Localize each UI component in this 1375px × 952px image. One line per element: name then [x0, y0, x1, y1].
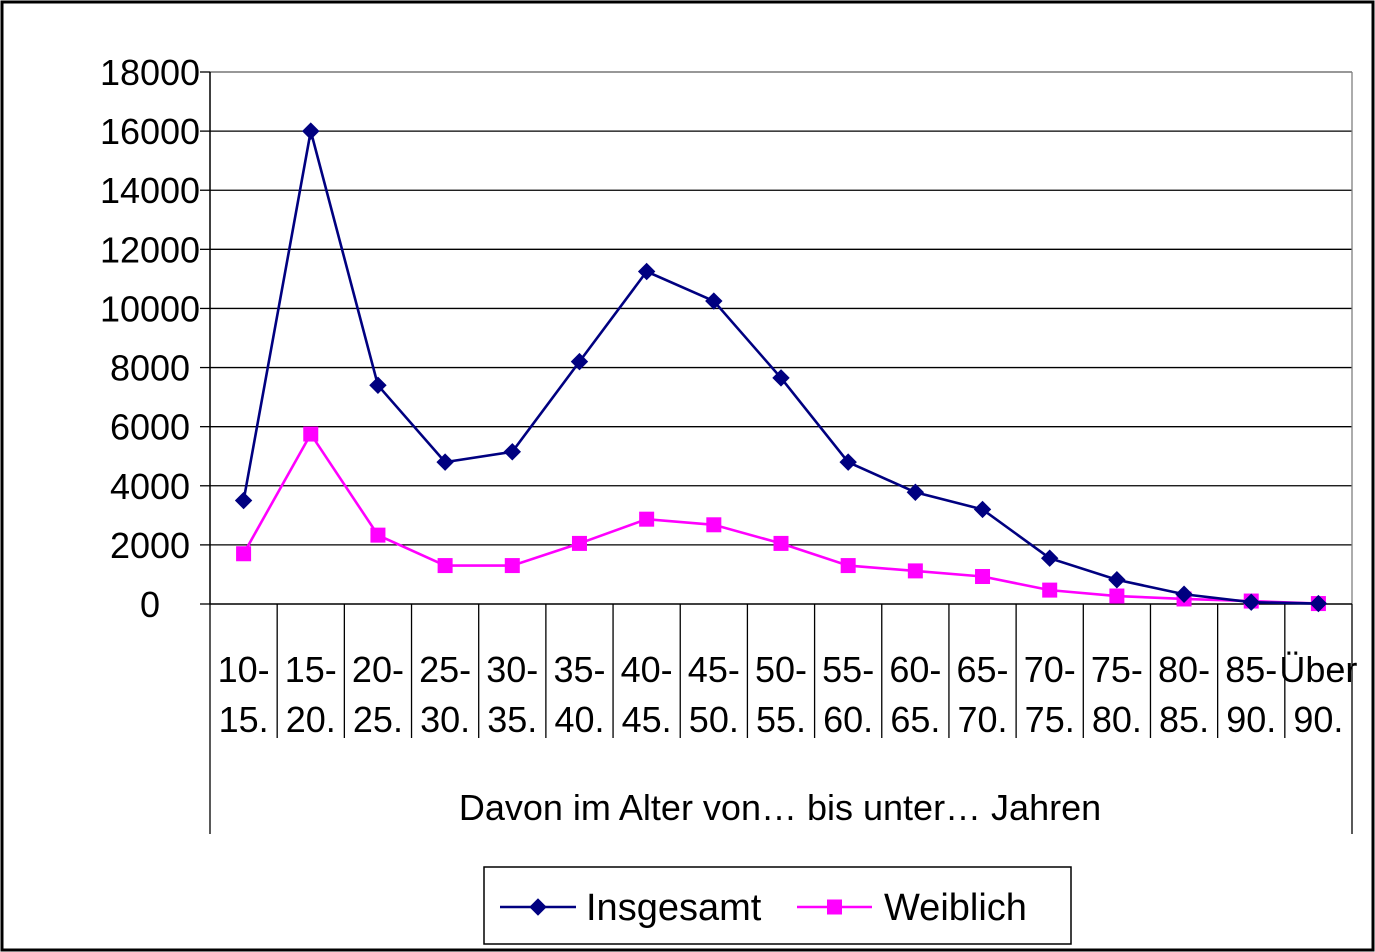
series-weiblich: [236, 426, 1326, 612]
series-layer: [234, 122, 1328, 613]
x-axis-title: Davon im Alter von… bis unter… Jahren: [459, 787, 1101, 828]
data-point: [907, 563, 923, 579]
data-point: [773, 535, 789, 551]
legend-box: [483, 866, 1072, 945]
data-point: [1042, 582, 1058, 598]
y-tick-label: 14000: [100, 170, 200, 211]
x-category-label: Über: [1279, 649, 1357, 690]
x-category-label: 75.: [1025, 699, 1075, 740]
x-category-label: 30.: [420, 699, 470, 740]
x-category-label: 65-: [957, 649, 1009, 690]
data-point: [303, 426, 319, 442]
x-category-label: 85.: [1159, 699, 1209, 740]
y-tick-label: 10000: [100, 288, 200, 329]
x-category-label: 55.: [756, 699, 806, 740]
x-category-label: 35-: [553, 649, 605, 690]
legend-swatch-marker: [529, 898, 547, 916]
data-point: [503, 443, 522, 461]
x-category-label: 50.: [689, 699, 739, 740]
y-tick-label: 6000: [110, 407, 190, 448]
x-category-label: 25-: [419, 649, 471, 690]
data-point: [706, 517, 722, 533]
data-point: [1108, 571, 1126, 589]
x-category-label: 45-: [688, 649, 740, 690]
data-point: [639, 511, 655, 527]
data-point: [1309, 594, 1328, 613]
legend-label: Insgesamt: [586, 887, 762, 929]
data-point: [705, 292, 723, 310]
data-point: [302, 122, 320, 140]
x-category-label: 90.: [1293, 699, 1343, 740]
x-category-label: 80-: [1158, 649, 1210, 690]
data-point: [234, 491, 253, 510]
data-point: [436, 453, 454, 471]
legend-swatch-marker: [827, 899, 842, 915]
x-category-label: 40-: [621, 649, 673, 690]
y-tick-label: 16000: [100, 111, 200, 152]
data-point: [236, 546, 252, 562]
y-axis-ticks: 0 2000 4000 6000 8000 10000 12000 14000 16000 180…: [100, 52, 210, 625]
x-category-label: 30-: [486, 649, 538, 690]
x-category-label: 10-: [218, 649, 270, 690]
data-point: [504, 558, 520, 574]
x-category-label: 85-: [1225, 649, 1277, 690]
x-category-label: 15-: [285, 649, 337, 690]
x-category-label: 60.: [823, 699, 873, 740]
legend: Insgesamt Weiblich: [483, 866, 1072, 945]
data-point: [369, 376, 387, 394]
y-tick-label: 12000: [100, 229, 200, 270]
x-category-label: 90.: [1226, 699, 1276, 740]
y-tick-label: 4000: [110, 466, 190, 507]
data-point: [571, 535, 587, 551]
x-category-label: 80.: [1092, 699, 1142, 740]
y-tick-label: 0: [140, 584, 160, 625]
x-category-label: 20.: [286, 699, 336, 740]
x-category-label: 55-: [822, 649, 874, 690]
x-category-label: 60-: [889, 649, 941, 690]
x-category-label: 65.: [890, 699, 940, 740]
x-category-label: 40.: [554, 699, 604, 740]
x-category-label: 70-: [1024, 649, 1076, 690]
y-tick-label: 8000: [110, 348, 190, 389]
x-category-label: 15.: [219, 699, 269, 740]
series-insgesamt: [234, 122, 1328, 613]
x-category-label: 45.: [622, 699, 672, 740]
x-category-label: 70.: [958, 699, 1008, 740]
legend-label: Weiblich: [884, 887, 1027, 929]
data-point: [570, 352, 589, 371]
data-point: [637, 262, 656, 281]
x-category-label: 50-: [755, 649, 807, 690]
data-point: [1040, 549, 1059, 567]
data-point: [839, 453, 857, 471]
y-tick-label: 18000: [100, 52, 200, 93]
data-point: [370, 527, 386, 543]
data-point: [1242, 593, 1260, 611]
x-category-label: 25.: [353, 699, 403, 740]
data-point: [437, 558, 453, 574]
x-category-label: 75-: [1091, 649, 1143, 690]
y-tick-label: 2000: [110, 525, 190, 566]
x-category-label: 35.: [487, 699, 537, 740]
x-axis-categories: 10- 15. 15- 20. 20- 25. 25- 30. 30- 35. 35- 40. 40- 4…: [209, 604, 1357, 834]
x-category-label: 20-: [352, 649, 404, 690]
data-point: [906, 483, 925, 501]
data-point: [975, 569, 991, 585]
data-point: [840, 558, 856, 574]
data-point: [973, 500, 992, 519]
gridlines: [209, 71, 1353, 605]
data-point: [1109, 588, 1125, 604]
data-point: [772, 369, 790, 387]
data-point: [1175, 585, 1193, 603]
